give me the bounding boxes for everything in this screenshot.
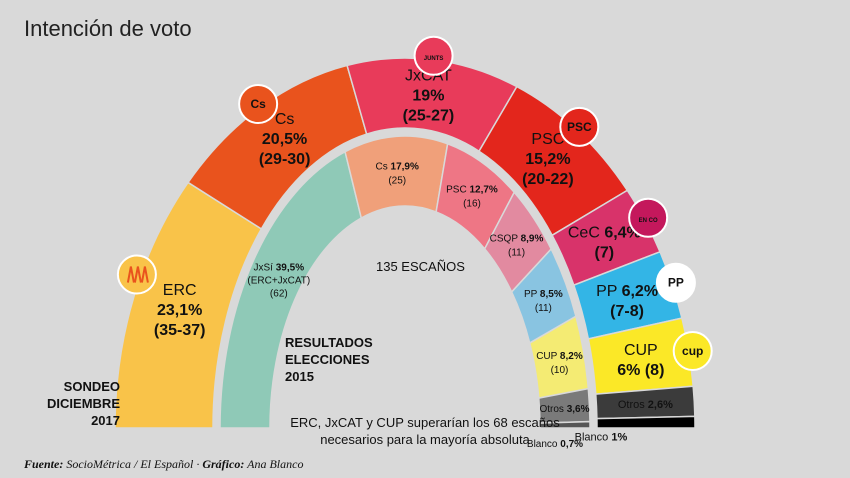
label-2015-psc: PSC 12,7% (16) [446, 185, 498, 210]
chart-title: Intención de voto [24, 16, 192, 41]
junts-logo-text: JUNTS [424, 56, 444, 62]
sondeo-line: DICIEMBRE [47, 396, 120, 411]
label-sondeo-cs: Cs 20,5% (29-30) [259, 111, 311, 168]
graphic-label: Gráfico: [202, 457, 245, 471]
slice-0-blanco [596, 415, 696, 429]
pp-logo-icon [655, 262, 696, 303]
erc-logo-stripe [140, 266, 149, 283]
pp-logo-text: PP [668, 276, 684, 290]
erc-logo-stripe [133, 266, 142, 283]
label-sondeo-psc: PSC 15,2% (20-22) [522, 131, 574, 188]
erc-logo-stripe [126, 266, 135, 283]
annotation-line: ERC, JxCAT y CUP superarían los 68 escañ… [290, 415, 560, 430]
center-label: 135 ESCAÑOS [376, 259, 465, 274]
label-2015-cup: CUP 8,2% (10) [536, 351, 583, 376]
psc-logo-text: PSC [567, 120, 592, 134]
graphic-value: Ana Blanco [247, 457, 304, 471]
psc-logo-icon [559, 106, 600, 147]
label-2015-jxsí: JxSí 39,5% (ERC+JxCAT) (62) [247, 263, 310, 300]
junts-logo-icon [413, 35, 454, 76]
resultados-line: 2015 [285, 369, 314, 384]
annotation-line: necesarios para la mayoría absoluta [320, 432, 530, 447]
label-2015-otros: Otros 3,6% [539, 404, 589, 415]
resultados-line: ELECCIONES [285, 352, 370, 367]
annotation: ERC, JxCAT y CUP superarían los 68 escañ… [280, 414, 570, 448]
slice-1-blanco [539, 420, 591, 429]
resultados-line: RESULTADOS [285, 335, 373, 350]
sondeo-line: 2017 [91, 413, 120, 428]
label-2015-blanco: Blanco 0,7% [527, 439, 583, 450]
sondeo-line: SONDEO [63, 379, 120, 394]
source-label: Fuente: [24, 457, 64, 471]
label-sondeo-cup: CUP 6% (8) [617, 342, 664, 379]
label-sondeo-erc: ERC 23,1% (35-37) [154, 282, 206, 339]
cup-logo-icon [672, 331, 713, 372]
source-value: SocioMétrica / El Español [66, 457, 194, 471]
cup-logo-text: cup [682, 344, 703, 358]
label-2015-csqp: CSQP 8,9% (11) [490, 234, 544, 259]
encomu-logo-text: EN CO [639, 218, 658, 224]
source-credit: Fuente: SocioMétrica / El Español · Gráf… [24, 457, 304, 471]
encomu-logo-icon [628, 197, 669, 238]
cs-logo-text: Cs [250, 97, 266, 111]
label-2015-cs: Cs 17,9% (25) [376, 161, 419, 186]
cs-logo-icon [238, 84, 279, 125]
label-2015-pp: PP 8,5% (11) [524, 289, 563, 314]
label-sondeo-blanco: Blanco 1% [575, 432, 628, 444]
label-sondeo-otros: Otros 2,6% [618, 399, 673, 411]
outer-ring-title: SONDEO DICIEMBRE 2017 [40, 378, 120, 429]
inner-ring-title: RESULTADOS ELECCIONES 2015 [285, 334, 373, 385]
label-sondeo-pp: PP 6,2% (7-8) [596, 283, 658, 320]
